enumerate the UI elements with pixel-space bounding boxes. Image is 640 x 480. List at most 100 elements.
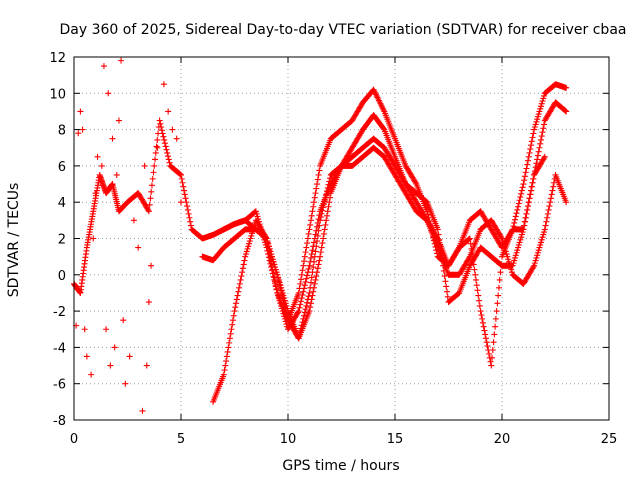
data-point-scatter <box>113 171 120 178</box>
data-point-track-c <box>537 140 544 147</box>
data-point-track-d <box>484 343 491 350</box>
data-point-track-b <box>530 264 537 271</box>
data-point-track-d <box>496 276 503 283</box>
data-point-scatter <box>126 353 133 360</box>
data-point-track-c <box>308 251 315 258</box>
data-point-track-d <box>263 235 270 242</box>
data-point-track-b <box>498 234 505 241</box>
data-point-scatter <box>92 190 99 197</box>
data-point-track-a <box>533 118 540 125</box>
data-point-track-a <box>154 136 161 143</box>
data-point-track-c <box>510 260 517 267</box>
data-point-track-d <box>306 289 313 296</box>
data-point-track-c <box>279 308 286 315</box>
data-point-track-c <box>241 257 248 264</box>
data-point-track-a <box>527 146 534 153</box>
data-point-track-a <box>310 199 317 206</box>
data-point-track-b <box>321 226 328 233</box>
data-point-track-a <box>253 210 260 217</box>
data-point-track-b <box>317 249 324 256</box>
data-point-track-b <box>323 212 330 219</box>
data-point-track-b <box>532 257 539 264</box>
data-point-track-c <box>309 247 316 254</box>
data-point-track-a <box>528 138 535 145</box>
data-point-track-d <box>265 243 272 250</box>
data-point-track-c <box>275 295 282 302</box>
data-point-track-d <box>472 271 479 278</box>
data-point-track-d <box>321 197 328 204</box>
y-axis-label: SDTVAR / TECUs <box>6 183 22 298</box>
data-point-track-c <box>247 235 254 242</box>
data-point-track-c <box>443 288 450 295</box>
data-point-track-a <box>297 280 304 287</box>
data-point-track-c <box>539 129 546 136</box>
data-point-track-c <box>515 241 522 248</box>
data-point-track-a <box>521 173 528 180</box>
data-point-track-c <box>299 291 306 298</box>
data-point-track-a <box>312 190 319 197</box>
data-point-track-d <box>325 181 332 188</box>
x-tick-label: 25 <box>601 432 618 447</box>
data-point-track-d <box>492 315 499 322</box>
grid-lines <box>74 57 609 420</box>
data-point-track-d <box>491 331 498 338</box>
data-point-track-d <box>313 243 320 250</box>
data-point-track-c <box>229 317 236 324</box>
data-point-track-c <box>227 330 234 337</box>
data-point-track-c <box>512 252 519 259</box>
data-point-track-c <box>236 284 243 291</box>
data-point-track-a <box>297 276 304 283</box>
data-point-track-d <box>470 261 477 268</box>
data-point-track-c <box>222 362 229 369</box>
data-point-scatter <box>94 153 101 160</box>
data-point-track-a <box>178 171 184 178</box>
data-point-track-a <box>534 116 541 123</box>
data-point-scatter <box>107 362 114 369</box>
data-point-track-a <box>180 183 187 190</box>
data-point-track-d <box>498 261 505 268</box>
data-point-track-a <box>513 210 520 217</box>
data-point-track-b <box>320 235 327 242</box>
data-point-track-d <box>474 287 481 294</box>
data-point-track-c <box>298 295 305 302</box>
data-point-track-a <box>532 121 539 128</box>
data-point-track-d <box>497 269 504 276</box>
data-point-track-a <box>511 219 518 226</box>
data-point-track-d <box>276 279 283 286</box>
data-point-track-c <box>233 296 240 303</box>
data-point-track-a <box>309 208 316 215</box>
data-point-track-d <box>311 253 318 260</box>
data-point-track-a <box>304 235 311 242</box>
data-point-track-d <box>278 287 285 294</box>
data-point-track-a <box>162 143 169 150</box>
data-point-track-c <box>534 152 541 159</box>
data-point-track-c <box>307 254 314 261</box>
data-point-track-b <box>325 203 332 210</box>
data-point-track-c <box>226 339 233 346</box>
data-point-track-a <box>538 100 545 107</box>
data-point-track-d <box>301 312 308 319</box>
data-point-track-c <box>238 273 245 280</box>
data-point-track-c <box>300 288 307 295</box>
data-point-track-a <box>412 179 419 186</box>
data-point-scatter <box>165 108 172 115</box>
data-markers <box>71 57 570 414</box>
data-point-track-c <box>515 244 522 251</box>
data-point-track-d <box>495 292 502 299</box>
data-point-track-b <box>544 214 551 221</box>
data-point-scatter <box>88 371 95 378</box>
data-point-scatter <box>130 217 137 224</box>
data-point-track-d <box>493 308 500 315</box>
data-point-track-d <box>300 315 307 322</box>
data-point-track-b <box>540 231 547 238</box>
data-point-track-c <box>220 371 227 378</box>
data-point-track-c <box>306 262 313 269</box>
data-point-track-b <box>503 251 510 258</box>
data-point-track-c <box>540 125 547 132</box>
data-point-track-d <box>268 253 275 260</box>
data-point-track-c <box>226 335 233 342</box>
data-point-track-a <box>299 267 306 274</box>
data-point-track-c <box>442 278 449 285</box>
data-point-track-d <box>476 302 483 309</box>
data-point-track-b <box>319 240 326 247</box>
